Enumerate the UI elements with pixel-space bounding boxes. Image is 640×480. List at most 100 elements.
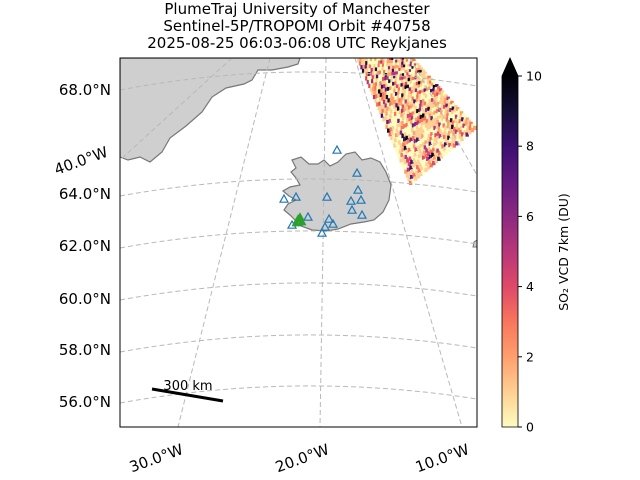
so2-pixel [407,121,412,126]
so2-pixel [415,68,419,73]
so2-pixel [434,145,438,150]
so2-pixel [408,142,413,147]
so2-pixel [404,169,408,174]
so2-pixel [436,89,440,94]
so2-pixel [426,138,431,143]
so2-pixel [372,94,377,100]
so2-pixel [379,77,384,82]
so2-pixel [390,89,395,94]
so2-pixel [452,112,457,117]
so2-pixel [403,59,408,64]
so2-pixel [408,156,412,161]
so2-pixel [441,132,445,137]
so2-pixel [409,77,414,82]
so2-pixel [454,129,459,134]
so2-pixel [391,85,395,90]
so2-pixel [431,108,436,113]
so2-pixel [456,121,460,126]
volcano-marker [302,211,314,221]
so2-pixel [372,71,376,76]
so2-pixel [439,129,443,134]
parallel-58n [120,334,477,353]
so2-pixel [376,74,380,79]
so2-pixel [452,102,456,108]
so2-pixel [461,117,465,122]
so2-pixel [415,113,419,118]
so2-pixel [408,71,412,77]
so2-pixel [378,89,382,94]
so2-pixel [431,134,436,140]
so2-pixel [389,69,394,74]
so2-pixel [404,115,408,120]
so2-pixel [422,164,427,169]
so2-pixel [434,117,439,122]
so2-pixel [394,133,399,138]
active-volcano-marker [297,217,307,226]
so2-pixel [385,111,389,116]
so2-pixel [395,115,400,120]
so2-pixel [378,60,382,65]
so2-pixel [443,105,447,110]
so2-pixel [372,67,377,72]
so2-pixel [420,92,425,97]
so2-pixel [367,75,371,81]
so2-pixel [436,92,440,97]
so2-pixel [403,145,408,151]
so2-pixel [421,86,426,91]
so2-pixel [454,104,458,110]
so2-pixel [443,115,448,120]
so2-pixel [394,119,399,125]
parallel-60n [120,282,477,301]
so2-pixel [389,86,393,91]
so2-pixel [441,116,445,121]
so2-pixel [420,139,424,144]
so2-pixel [452,127,457,132]
so2-pixel [411,111,415,116]
so2-pixel [425,108,429,113]
so2-pixel [388,62,392,68]
volcano-marker [319,221,331,231]
so2-pixel [398,83,402,88]
so2-pixel [427,121,431,127]
so2-pixel [433,93,438,98]
so2-pixel [398,140,402,145]
so2-pixel [390,105,395,110]
so2-pixel [396,68,400,73]
so2-pixel [439,141,444,146]
so2-pixel [464,125,468,131]
colorbar-ticks: 0 2 4 6 8 10 [518,69,542,435]
so2-pixel [398,98,402,103]
so2-pixel [379,67,383,72]
active-volcano-marker [291,218,301,227]
so2-pixel [393,129,397,134]
so2-pixel [392,59,397,65]
so2-pixel [383,84,387,89]
so2-pixel [385,124,389,130]
so2-pixel [405,75,410,80]
so2-pixel [406,153,411,158]
so2-pixel [419,143,423,149]
so2-pixel [383,112,387,117]
meridian-0 [409,58,477,176]
so2-pixel [406,113,411,119]
so2-pixel [426,84,430,89]
so2-pixel [399,144,404,149]
so2-pixel [428,83,432,88]
figure-title-line3: 2025-08-25 06:03-06:08 UTC Reykjanes [147,34,447,52]
so2-pixel [435,109,440,114]
so2-pixel [382,73,386,78]
volcano-marker [355,194,367,204]
so2-pixel [371,60,376,66]
volcano-marker [352,184,364,194]
so2-pixel [417,128,421,133]
so2-pixel [409,63,413,69]
so2-pixel [370,83,374,88]
so2-pixel [390,136,394,141]
so2-pixel [401,116,406,121]
so2-pixel [407,139,411,144]
so2-pixel [404,81,409,87]
so2-pixel [399,76,403,82]
so2-pixel [409,137,413,142]
so2-pixel [404,99,408,104]
so2-pixel [417,97,422,102]
